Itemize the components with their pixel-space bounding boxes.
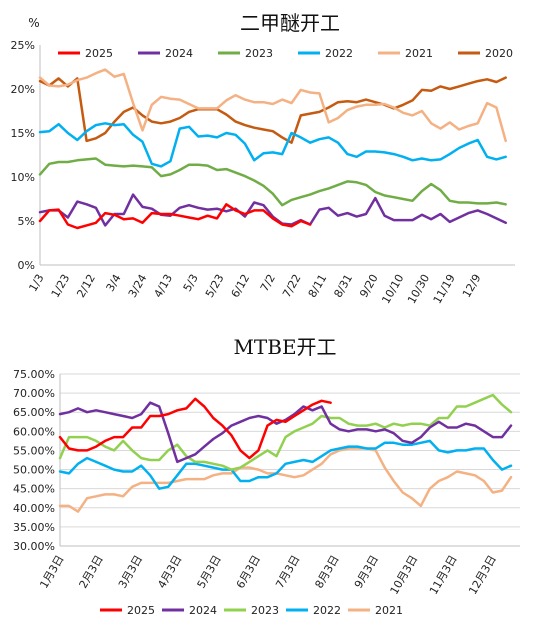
chart-title: MTBE开工	[233, 335, 336, 359]
legend-label-2024: 2024	[189, 604, 217, 617]
x-tick-label: 12月3日	[466, 553, 499, 597]
y-tick-label: 70.00%	[13, 387, 55, 400]
x-tick-label: 8/11	[306, 272, 330, 300]
series-line-2022	[58, 439, 513, 490]
y-tick-label: 30.00%	[13, 540, 55, 553]
x-tick-label: 9月3日	[352, 553, 381, 591]
legend-label-2022: 2022	[313, 604, 341, 617]
x-tick-label: 5月3日	[195, 553, 224, 591]
x-tick-label: 7/2	[258, 272, 278, 294]
x-tick-label: 5/23	[203, 272, 227, 300]
x-tick-label: 6月3日	[234, 553, 263, 591]
series-line-2023	[58, 393, 513, 471]
x-tick-label: 2月3日	[77, 553, 106, 591]
x-tick-label: 1月3日	[37, 553, 66, 591]
series-line-2025	[58, 397, 332, 460]
y-tick-label: 55.00%	[13, 444, 55, 457]
x-tick-label: 4/13	[152, 272, 176, 300]
series-line-2021	[38, 68, 507, 143]
x-tick-label: 8月3日	[313, 553, 342, 591]
x-tick-label: 9/20	[357, 272, 381, 300]
series-line-2024	[38, 193, 507, 227]
x-tick-label: 7/22	[280, 272, 304, 300]
dme-operating-rate-chart: 二甲醚开工 % 0% 5% 10% 15% 20% 25% 1/3 1/23 2/12 3/4 3…	[11, 11, 515, 306]
x-tick-label: 11月3日	[427, 553, 460, 597]
x-tick-label: 4月3日	[155, 553, 184, 591]
x-tick-label: 5/3	[181, 272, 201, 294]
x-tick-label: 3/4	[104, 272, 124, 294]
y-tick-label: 40.00%	[13, 502, 55, 515]
legend-label-2023: 2023	[251, 604, 279, 617]
y-tick-label: 50.00%	[13, 464, 55, 477]
y-tick-label: 45.00%	[13, 483, 55, 496]
series-line-2022	[38, 122, 507, 168]
y-tick-label: 35.00%	[13, 521, 55, 534]
series-line-2025	[38, 203, 312, 230]
legend-label-2021: 2021	[405, 47, 433, 60]
legend-label-2024: 2024	[165, 47, 193, 60]
legend-label-2020: 2020	[485, 47, 513, 60]
x-tick-label: 10/10	[379, 272, 406, 306]
series-line-2020	[38, 76, 507, 144]
x-tick-label: 6/12	[229, 272, 253, 300]
y-axis-unit: %	[28, 16, 39, 30]
x-tick-label: 3月3日	[116, 553, 145, 591]
y-tick-label: 0%	[18, 259, 35, 272]
series-line-2021	[58, 447, 513, 513]
legend-label-2025: 2025	[127, 604, 155, 617]
x-tick-label: 1/3	[26, 272, 46, 294]
x-tick-label: 8/31	[331, 272, 355, 300]
legend-label-2021: 2021	[375, 604, 403, 617]
x-tick-label: 12/9	[460, 272, 484, 300]
y-tick-label: 20%	[11, 83, 35, 96]
mtbe-operating-rate-chart: MTBE开工 30.00% 35.00% 40.00% 45.00% 50.00% 55.…	[13, 335, 520, 617]
y-tick-label: 65.00%	[13, 406, 55, 419]
y-tick-label: 60.00%	[13, 425, 55, 438]
chart-title: 二甲醚开工	[240, 11, 340, 35]
legend-label-2025: 2025	[85, 47, 113, 60]
legend-label-2023: 2023	[245, 47, 273, 60]
x-tick-label: 10/30	[405, 272, 432, 306]
x-tick-label: 2/12	[74, 272, 98, 300]
series-line-2024	[58, 401, 513, 464]
series-line-2023	[38, 157, 507, 207]
x-tick-label: 1/23	[49, 272, 73, 300]
y-tick-label: 15%	[11, 127, 35, 140]
legend-label-2022: 2022	[325, 47, 353, 60]
x-tick-label: 11/19	[431, 272, 458, 306]
x-tick-label: 7月3日	[273, 553, 302, 591]
y-tick-label: 5%	[18, 215, 35, 228]
y-tick-label: 25%	[11, 39, 35, 52]
x-tick-label: 10月3日	[388, 553, 421, 597]
y-tick-label: 10%	[11, 171, 35, 184]
y-tick-label: 75.00%	[13, 368, 55, 381]
x-tick-label: 3/24	[126, 272, 150, 300]
